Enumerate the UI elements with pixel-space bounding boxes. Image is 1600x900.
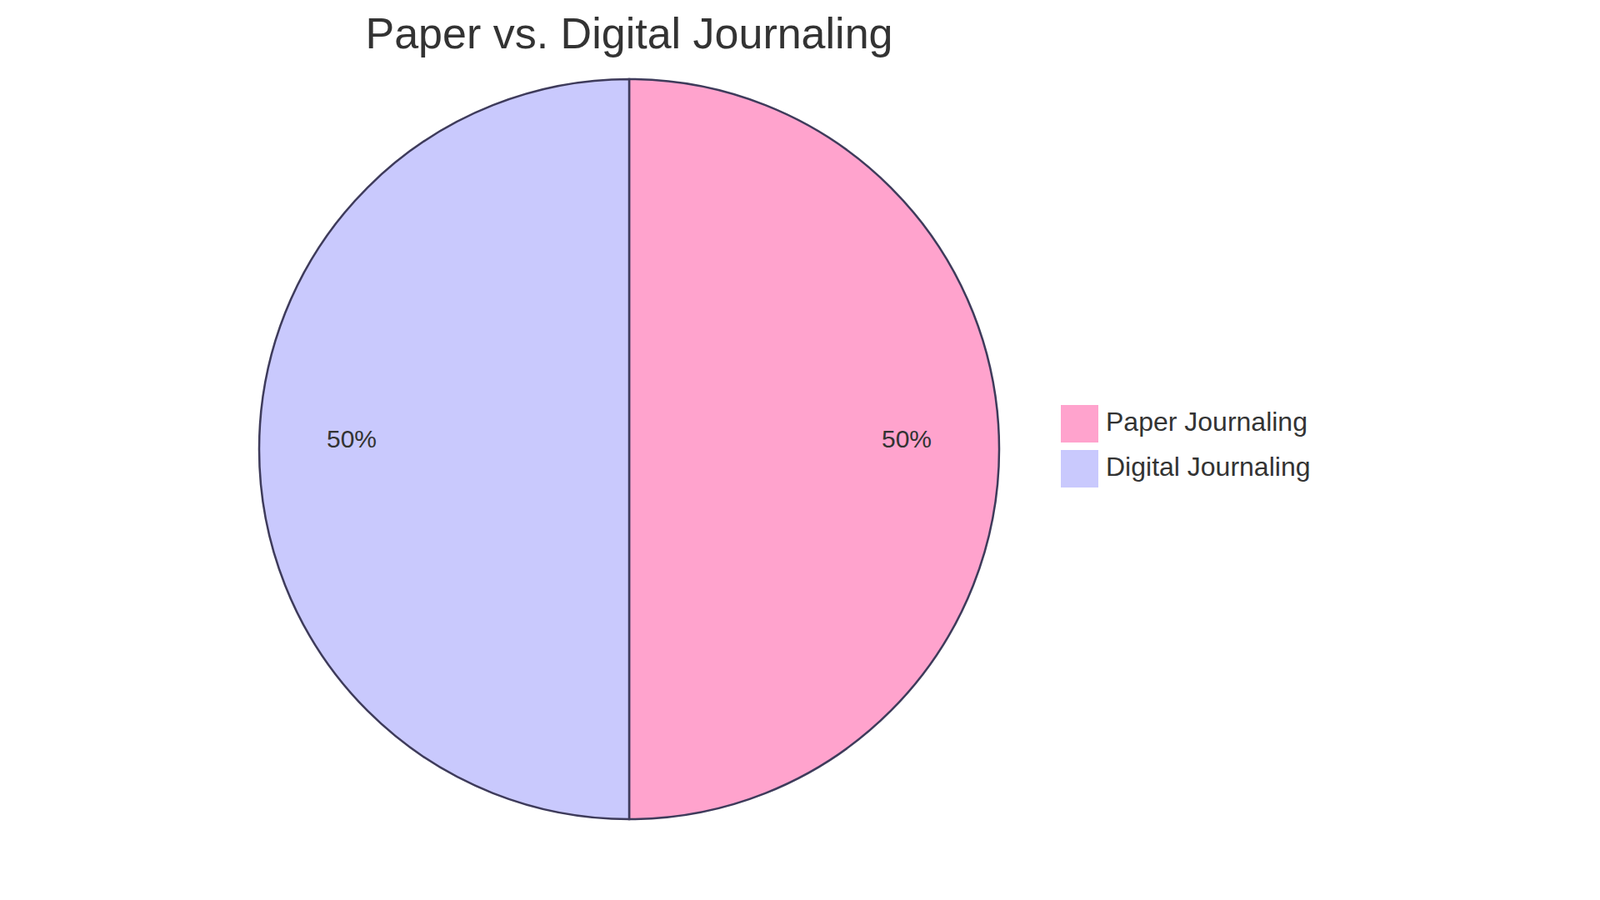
legend-label: Digital Journaling xyxy=(1105,451,1310,482)
legend-swatch xyxy=(1060,405,1099,443)
data-label: 50% xyxy=(881,425,932,453)
legend-swatch xyxy=(1060,450,1099,488)
legend: Paper Journaling Digital Journaling xyxy=(1060,405,1310,488)
slice xyxy=(259,79,630,820)
data-label: 50% xyxy=(326,425,377,453)
legend-label: Paper Journaling xyxy=(1105,406,1308,437)
slices xyxy=(259,79,1000,820)
slice xyxy=(629,79,1000,820)
chart: Paper vs. Digital Journaling 50% 50% Paper … xyxy=(0,0,1600,900)
title: Paper vs. Digital Journaling xyxy=(365,9,894,58)
